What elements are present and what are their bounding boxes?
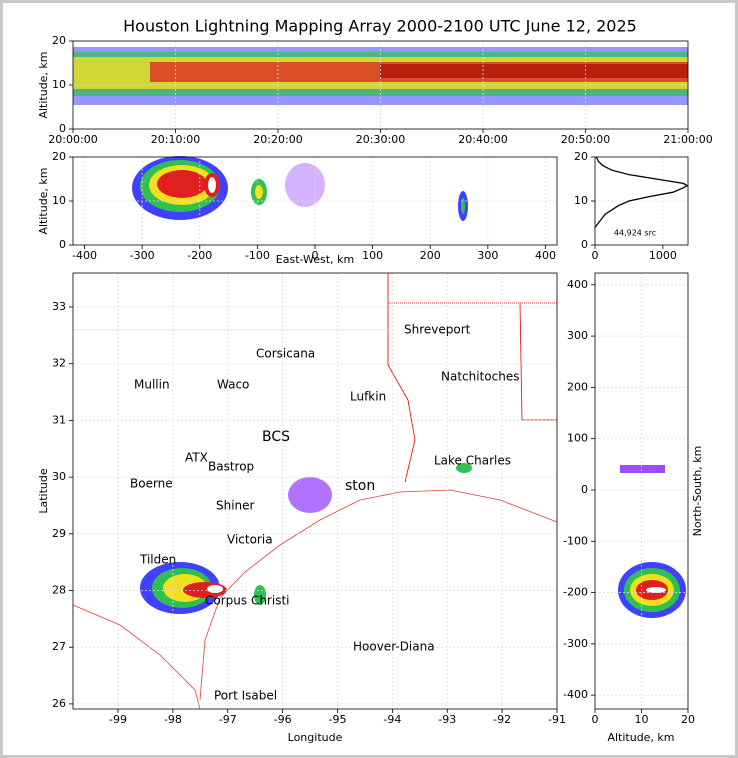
x-tick-label: -93 [438,713,456,726]
x-tick-label: 20:30:00 [356,133,405,146]
y-tick-label: 0 [59,238,66,251]
y-tick-label: 10 [52,194,66,207]
x-axis-label: Longitude [288,731,343,744]
city-label: Corsicana [256,347,315,361]
x-tick-label: 100 [362,249,383,262]
x-tick-label: -95 [329,713,347,726]
city-label: Shiner [216,499,255,513]
y-tick-label: 27 [52,640,66,653]
city-label: Victoria [227,533,273,547]
y-tick-label: 300 [567,329,588,342]
x-axis-label: East-West, km [276,253,354,266]
plot-frame [72,40,689,130]
annotation: 44,924 src [614,229,656,238]
x-tick-label: 20:10:00 [151,133,200,146]
y-tick-label: 26 [52,697,66,710]
y-tick-label: 20 [52,150,66,163]
y-tick-label: 20 [574,150,588,163]
x-tick-label: -96 [274,713,292,726]
y-tick-label: 0 [581,483,588,496]
x-tick-label: -98 [164,713,182,726]
y-tick-label: 200 [567,380,588,393]
city-label: Shreveport [404,323,471,337]
city-label: Tilden [139,553,176,567]
city-label: Lake Charles [434,454,511,468]
y-tick-label: 100 [567,432,588,445]
y-tick-label: 10 [52,78,66,91]
x-tick-label: 10 [635,713,649,726]
y-tick-label: -300 [563,637,588,650]
y-tick-label: 400 [567,278,588,291]
x-tick-label: 1000 [649,249,677,262]
x-tick-label: -300 [130,249,155,262]
plot-frame [594,272,689,710]
x-tick-label: -91 [548,713,566,726]
x-axis-label: Altitude, km [607,731,674,744]
y-tick-label: -100 [563,534,588,547]
profile-line [594,156,689,228]
x-tick-label: 20:40:00 [458,133,507,146]
x-tick-label: 300 [477,249,498,262]
plot-frame [594,156,689,246]
y-tick-label: 0 [581,238,588,251]
y-tick-label: 29 [52,527,66,540]
city-label: Natchitoches [441,370,519,384]
x-tick-label: 0 [592,249,599,262]
x-tick-label: 0 [592,713,599,726]
y-tick-label: 0 [59,122,66,135]
x-tick-label: -94 [383,713,401,726]
y-tick-label: 31 [52,413,66,426]
y-axis-label: North-South, km [691,446,704,537]
x-tick-label: 21:00:00 [663,133,712,146]
y-tick-label: 20 [52,34,66,47]
city-label: Mullin [134,378,170,392]
y-tick-label: -400 [563,688,588,701]
chart-title: Houston Lightning Mapping Array 2000-210… [123,17,637,36]
city-label: Boerne [130,477,173,491]
city-label: Hoover-Diana [353,640,435,654]
y-axis-label: Latitude [37,468,50,514]
x-tick-label: -97 [219,713,237,726]
x-tick-label: -100 [245,249,270,262]
map-borders [72,273,558,710]
y-tick-label: -200 [563,586,588,599]
y-tick-label: 33 [52,300,66,313]
city-label: Lufkin [350,390,386,404]
city-label: Corpus Christi [205,594,290,608]
city-label: BCS [262,429,290,445]
city-label: Port Isabel [214,689,277,703]
y-tick-label: 32 [52,357,66,370]
x-tick-label: 20:50:00 [561,133,610,146]
plot-frame [72,272,558,710]
y-tick-label: 28 [52,584,66,597]
y-tick-label: 30 [52,470,66,483]
x-tick-label: 20:00:00 [48,133,97,146]
x-tick-label: -99 [109,713,127,726]
city-label: Waco [217,378,249,392]
city-label: ston [345,478,375,494]
x-tick-label: 0 [312,249,319,262]
x-tick-label: -92 [493,713,511,726]
x-tick-label: -400 [72,249,97,262]
x-tick-label: 400 [535,249,556,262]
city-label: Bastrop [208,460,254,474]
y-axis-label: Altitude, km [37,167,50,234]
x-tick-label: 20 [681,713,695,726]
x-tick-label: -200 [187,249,212,262]
y-axis-label: Altitude, km [37,51,50,118]
y-tick-label: 10 [574,194,588,207]
x-tick-label: 200 [420,249,441,262]
city-label: ATX [185,451,208,465]
x-tick-label: 20:20:00 [253,133,302,146]
plot-frame [72,156,558,246]
